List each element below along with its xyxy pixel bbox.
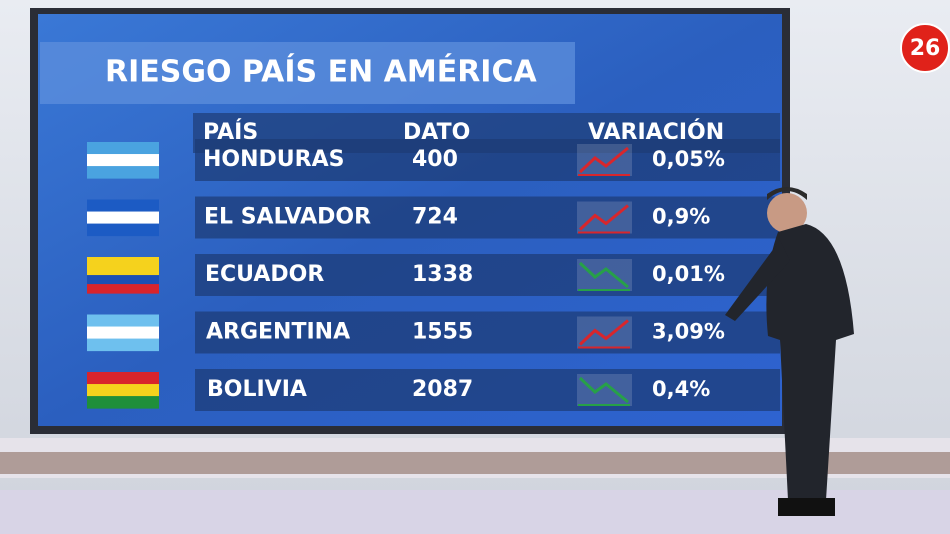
flag-stripe (87, 326, 159, 340)
stage-strip (0, 452, 950, 474)
variation: 0,9% (652, 205, 710, 229)
flag-stripe (87, 257, 159, 267)
flag-stripe (87, 314, 159, 328)
risk-value: 2087 (412, 377, 473, 402)
risk-value: 724 (412, 205, 458, 230)
trend-arrow (578, 261, 629, 289)
risk-value: 1338 (412, 262, 473, 287)
row-band (195, 139, 780, 181)
row-band (195, 196, 780, 239)
flag-stripe (87, 396, 159, 409)
trend-box (577, 144, 632, 176)
title-band (40, 42, 575, 104)
country: EL SALVADOR (204, 205, 371, 230)
trend-arrow (578, 376, 629, 404)
risk-value: 1555 (412, 320, 473, 345)
trend-box (577, 201, 632, 234)
flag-stripe (87, 142, 159, 155)
flag-stripe (87, 338, 159, 352)
row-band (195, 311, 780, 354)
variation: 3,09% (652, 320, 725, 344)
trend-arrow (578, 204, 629, 231)
trend-box (577, 259, 632, 291)
country: HONDURAS (203, 147, 344, 172)
row-band (195, 254, 780, 296)
variation: 0,01% (652, 262, 725, 286)
country: ECUADOR (205, 262, 324, 287)
risk-value: 400 (412, 147, 458, 172)
flag-stripe (87, 223, 159, 237)
channel-logo (900, 23, 950, 73)
country: ARGENTINA (206, 320, 350, 345)
variation: 0,4% (652, 377, 710, 401)
country: BOLIVIA (207, 377, 307, 402)
flag-stripe (87, 275, 159, 285)
flag-stripe (87, 284, 159, 294)
trend-box (577, 316, 632, 349)
presenter (725, 187, 854, 516)
variation: 0,05% (652, 147, 725, 171)
flag-stripe (87, 384, 159, 397)
flag-stripe (87, 372, 159, 385)
trend-box (577, 374, 632, 406)
flag-stripe (87, 266, 159, 276)
flag-stripe (87, 166, 159, 179)
flag-stripe (87, 199, 159, 213)
row-band (195, 369, 780, 411)
flag-stripe (87, 211, 159, 225)
trend-arrow (578, 319, 629, 346)
title: RIESGO PAÍS EN AMÉRICA (105, 54, 537, 90)
flag-stripe (87, 154, 159, 167)
trend-arrow (578, 146, 629, 174)
channel-logo-text: 26 (910, 36, 941, 61)
